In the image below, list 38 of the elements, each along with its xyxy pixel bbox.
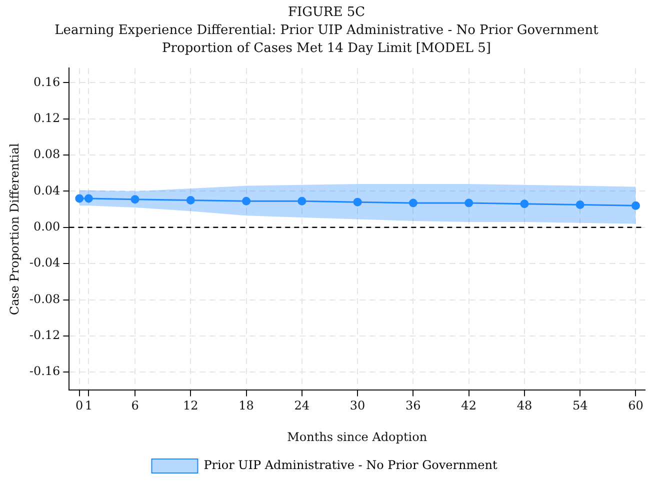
- x-tick-label: 42: [461, 398, 476, 413]
- y-tick-label: 0.00: [33, 220, 60, 234]
- x-tick-label: 54: [572, 398, 588, 413]
- x-tick-label: 0: [76, 398, 84, 413]
- x-tick-label: 1: [84, 398, 92, 413]
- x-tick-label: 60: [628, 398, 644, 413]
- point: [75, 194, 84, 203]
- y-tick-label: -0.04: [29, 256, 61, 270]
- chart-title: FIGURE 5C: [286, 4, 366, 22]
- point: [520, 200, 529, 208]
- point: [242, 196, 251, 206]
- y-tick-label: 0.04: [33, 183, 61, 198]
- legend-label: Prior UIP Administrative - No Prior Government: [204, 458, 498, 472]
- y-axis-title: Case Proportion Differential: [7, 143, 22, 316]
- point: [353, 198, 362, 206]
- y-tick-label: 0.12: [33, 110, 60, 125]
- y-tick-label: 0.08: [33, 147, 60, 162]
- y-tick-label: -0.16: [29, 364, 60, 378]
- y-tick-label: -0.08: [29, 292, 60, 306]
- x-tick-label: 30: [350, 398, 366, 413]
- point: [186, 196, 195, 205]
- point: [576, 200, 584, 210]
- x-tick-label: 48: [516, 398, 532, 413]
- y-tick-label: 0.16: [33, 74, 60, 89]
- x-tick-label: 6: [131, 398, 139, 413]
- chart-subtitle: Learning Experience Differential: Prior UIP Administrative - No Prior Government Proportion of Cases Met 14 Day Limit [MODEL 5]: [54, 22, 600, 58]
- point: [631, 201, 640, 210]
- x-tick-label: 36: [406, 398, 421, 413]
- point: [298, 196, 306, 206]
- point: [408, 198, 418, 208]
- x-axis-title: Months since Adoption: [287, 430, 428, 444]
- y-tick-label: -0.12: [29, 328, 60, 342]
- point: [130, 195, 140, 204]
- point: [84, 194, 93, 203]
- x-tick-label: 18: [238, 398, 254, 413]
- x-tick-label: 24: [294, 398, 310, 413]
- point: [464, 198, 474, 208]
- x-tick-label: 12: [183, 398, 198, 413]
